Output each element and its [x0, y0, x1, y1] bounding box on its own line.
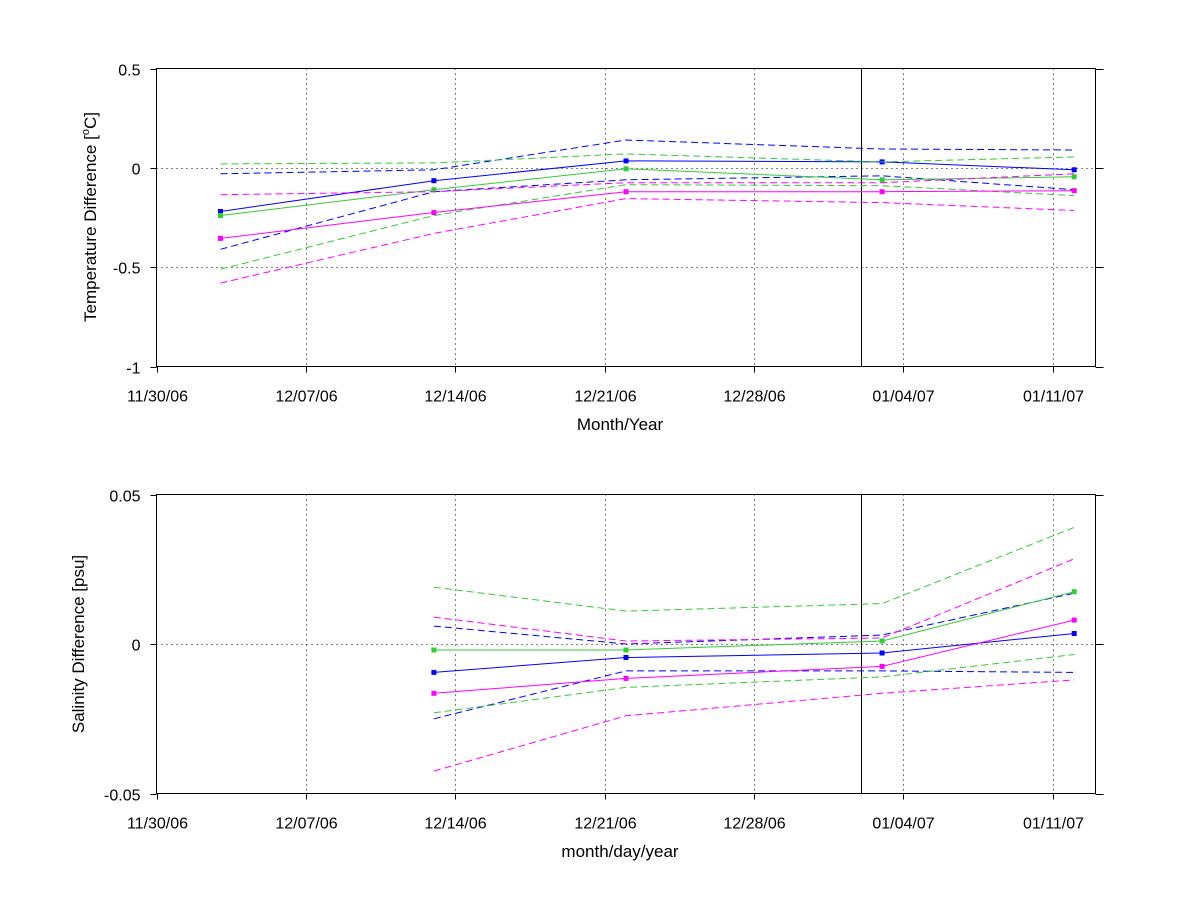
salinity-y-tick-label: 0 — [132, 638, 141, 655]
salinity-series-bound-line — [433, 526, 1075, 612]
temperature-data-point — [218, 209, 223, 214]
temperature-series-bound-line — [220, 153, 1075, 165]
temperature-y-tick-label: 0.5 — [118, 63, 140, 80]
salinity-x-tick-label: 12/28/06 — [723, 816, 785, 833]
salinity-data-point — [431, 647, 437, 653]
temperature-y-label-part1: Temperature Difference [ — [81, 135, 100, 322]
temperature-x-tick-labels: 11/30/06 12/07/06 12/14/06 12/21/06 12/28/06… — [127, 389, 1084, 406]
salinity-x-tick-label: 01/04/07 — [872, 816, 934, 833]
temperature-series-bound-line — [220, 184, 1075, 270]
salinity-data-point — [431, 669, 437, 675]
temperature-x-tick-label: 11/30/06 — [127, 389, 188, 406]
temperature-data-point — [431, 187, 437, 193]
salinity-series-mean-line — [433, 619, 1075, 694]
temperature-data-point — [431, 210, 437, 215]
temperature-y-tick-label: -1 — [126, 361, 140, 378]
salinity-data-point — [879, 638, 885, 644]
salinity-tick-marks — [150, 495, 1104, 800]
temperature-data-point — [218, 235, 223, 241]
salinity-data-point — [879, 663, 885, 669]
salinity-series-bound-line — [433, 558, 1075, 642]
temperature-series-bound-line — [220, 175, 1075, 250]
salinity-data-point — [879, 650, 885, 656]
temperature-series-lines — [218, 139, 1077, 284]
salinity-series-bound-line — [433, 592, 1075, 645]
temperature-y-tick-labels: 0.5 0 -0.5 -1 — [113, 63, 141, 378]
salinity-data-point — [1071, 589, 1077, 595]
salinity-data-point — [431, 690, 437, 696]
salinity-x-tick-label: 01/11/07 — [1023, 816, 1084, 833]
temperature-data-point — [623, 166, 629, 172]
temperature-data-point — [218, 213, 223, 218]
salinity-data-point — [623, 675, 629, 681]
temperature-x-tick-label: 12/14/06 — [424, 389, 486, 406]
temperature-y-tick-label: 0 — [132, 162, 141, 179]
temperature-x-axis-label: Month/Year — [577, 415, 664, 434]
temperature-x-tick-label: 12/07/06 — [275, 389, 337, 406]
salinity-x-tick-label: 12/07/06 — [275, 816, 337, 833]
salinity-y-tick-label: 0.05 — [109, 489, 140, 506]
salinity-series-bound-line — [433, 670, 1075, 720]
salinity-data-point — [623, 647, 629, 653]
temperature-x-tick-label: 12/28/06 — [723, 389, 785, 406]
salinity-chart: 0.05 0 -0.05 11/30/06 12/07/06 12/14/06 12/21… — [69, 489, 1104, 861]
temperature-y-label-superscript: o — [80, 129, 92, 135]
temperature-x-tick-label: 01/04/07 — [872, 389, 934, 406]
temperature-data-point — [623, 189, 629, 195]
temperature-x-tick-label: 12/21/06 — [574, 389, 636, 406]
salinity-x-tick-labels: 11/30/06 12/07/06 12/14/06 12/21/06 12/28/06… — [127, 816, 1084, 833]
salinity-series-bound-line — [433, 654, 1075, 714]
temperature-data-point — [1071, 188, 1077, 194]
temperature-data-point — [879, 177, 885, 183]
salinity-x-tick-label: 12/14/06 — [424, 816, 486, 833]
temperature-data-point — [431, 178, 437, 184]
temperature-series-bound-line — [220, 198, 1075, 284]
temperature-tick-marks — [150, 69, 1104, 373]
salinity-series-bound-line — [433, 679, 1075, 772]
temperature-data-point — [1071, 167, 1077, 173]
salinity-series-mean-line — [433, 591, 1075, 651]
salinity-x-tick-label: 11/30/06 — [127, 816, 188, 833]
salinity-data-point — [1071, 617, 1077, 623]
salinity-y-tick-labels: 0.05 0 -0.05 — [104, 489, 141, 805]
salinity-series-lines — [431, 526, 1077, 772]
salinity-x-axis-label: month/day/year — [561, 842, 679, 861]
salinity-y-tick-label: -0.05 — [104, 788, 141, 805]
temperature-data-point — [623, 158, 629, 164]
temperature-plot-frame — [156, 68, 1096, 367]
temperature-x-tick-label: 01/11/07 — [1023, 389, 1084, 406]
temperature-y-label-part2: C] — [81, 112, 100, 129]
salinity-data-point — [623, 655, 629, 660]
temperature-chart: 0.5 0 -0.5 -1 11/30/06 12/07/06 12/14/06 12/21… — [80, 63, 1104, 434]
temperature-data-point — [879, 189, 885, 195]
temperature-y-tick-label: -0.5 — [113, 261, 141, 278]
salinity-data-point — [1071, 631, 1077, 636]
temperature-data-point — [1071, 174, 1077, 180]
salinity-x-tick-label: 12/21/06 — [574, 816, 636, 833]
temperature-series-bound-line — [220, 139, 1075, 175]
temperature-y-axis-label: Temperature Difference [oC] — [80, 112, 100, 322]
salinity-y-axis-label: Salinity Difference [psu] — [69, 555, 88, 733]
temperature-gridlines — [156, 68, 1096, 367]
